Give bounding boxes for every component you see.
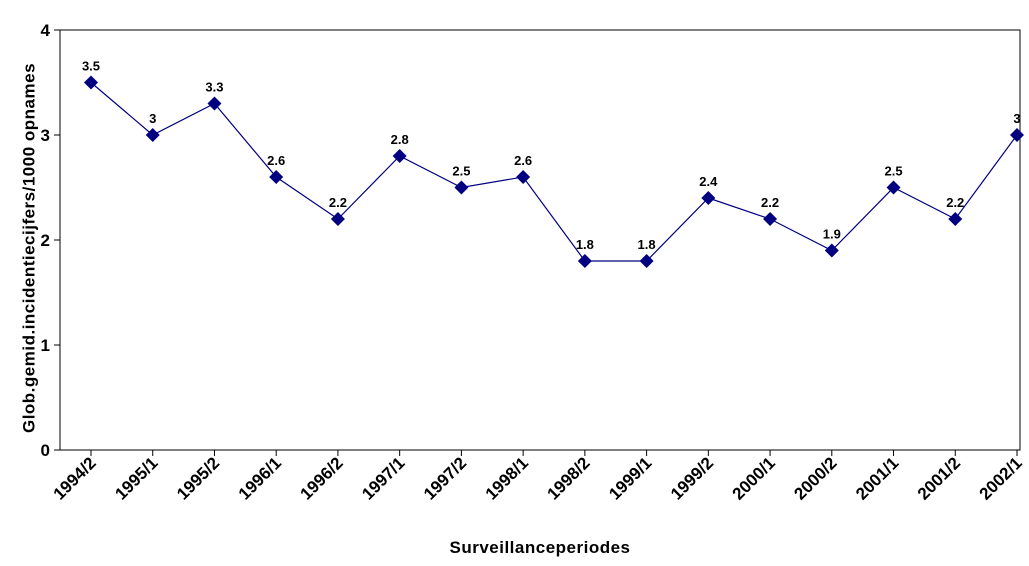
value-label: 1.8 — [638, 237, 656, 252]
x-tick-label: 1998/2 — [543, 453, 593, 503]
y-tick-label: 0 — [41, 441, 50, 460]
marker — [84, 75, 98, 90]
marker — [145, 128, 160, 142]
marker — [392, 149, 407, 163]
x-tick-label: 1994/2 — [50, 453, 100, 503]
value-label: 1.8 — [576, 237, 594, 252]
marker — [886, 180, 901, 195]
plot-frame — [59, 29, 1021, 451]
marker — [269, 170, 284, 184]
x-tick-label: 1995/2 — [173, 453, 223, 503]
value-label: 2.6 — [267, 153, 285, 168]
marker — [1010, 128, 1024, 142]
y-tick-label: 1 — [41, 336, 50, 355]
x-tick-label: 2001/2 — [914, 453, 964, 503]
x-tick-label: 1997/1 — [358, 453, 408, 503]
x-tick-label: 1998/1 — [482, 453, 532, 503]
x-tick-label: 1996/1 — [235, 453, 285, 503]
value-label: 2.8 — [391, 132, 409, 147]
value-label: 2.5 — [452, 164, 470, 179]
marker — [207, 96, 222, 111]
marker — [454, 180, 469, 195]
marker — [577, 254, 592, 268]
y-tick-label: 2 — [41, 231, 50, 250]
value-label: 3 — [149, 111, 156, 126]
x-tick-label: 1996/2 — [297, 453, 347, 503]
marker — [516, 170, 531, 184]
marker — [330, 212, 345, 226]
value-label: 1.9 — [823, 227, 841, 242]
value-label: 3 — [1013, 111, 1020, 126]
x-tick-label: 1999/2 — [667, 453, 717, 503]
value-label: 2.6 — [514, 153, 532, 168]
x-tick-label: 2000/1 — [729, 453, 779, 503]
value-label: 2.2 — [329, 195, 347, 210]
marker — [948, 212, 963, 226]
x-tick-label: 2000/2 — [790, 453, 840, 503]
y-tick-label: 3 — [41, 126, 50, 145]
value-label: 2.2 — [761, 195, 779, 210]
y-axis-label: Glob.gemid.incidentiecijfers/1000 opname… — [19, 63, 38, 433]
marker — [824, 243, 839, 258]
value-label: 2.5 — [884, 164, 902, 179]
value-label: 2.4 — [699, 174, 718, 189]
x-tick-label: 2001/1 — [852, 453, 902, 503]
marker — [701, 191, 716, 205]
x-tick-label: 1995/1 — [111, 453, 161, 503]
x-tick-label: 1997/2 — [420, 453, 470, 503]
y-tick-label: 4 — [41, 21, 51, 40]
series-line — [90, 82, 1018, 262]
x-tick-label: 2002/1 — [976, 453, 1026, 503]
marker — [639, 254, 654, 268]
x-axis-label: Surveillanceperiodes — [449, 538, 630, 557]
value-label: 3.3 — [205, 80, 223, 95]
value-label: 3.5 — [82, 59, 100, 74]
x-tick-label: 1999/1 — [605, 453, 655, 503]
marker — [763, 212, 778, 226]
value-label: 2.2 — [946, 195, 964, 210]
